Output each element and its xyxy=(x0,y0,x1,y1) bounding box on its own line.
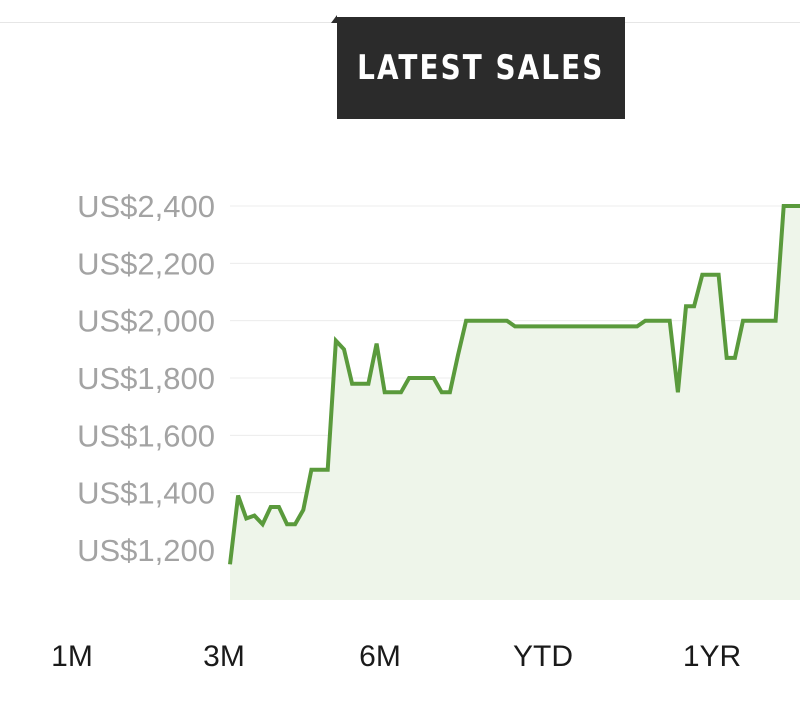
tab-1m[interactable]: 1M xyxy=(51,640,93,673)
tab-1yr[interactable]: 1YR xyxy=(682,640,742,673)
y-tick-label: US$1,400 xyxy=(77,476,215,511)
y-tick-label: US$2,200 xyxy=(77,246,215,281)
chart-title-badge: LATEST SALES xyxy=(331,15,625,119)
badge-notch xyxy=(331,15,337,23)
tab-ytd[interactable]: YTD xyxy=(513,640,573,673)
sales-line xyxy=(228,204,800,565)
tab-3m[interactable]: 3M xyxy=(203,640,245,673)
y-tick-label: US$2,000 xyxy=(77,304,215,339)
y-tick-label: US$2,400 xyxy=(77,189,215,224)
time-range-tabs: 1M 3M 6M YTD 1YR xyxy=(0,640,800,690)
y-tick-label: US$1,200 xyxy=(77,533,215,568)
chart-title: LATEST SALES xyxy=(357,48,605,88)
y-tick-label: US$1,800 xyxy=(77,361,215,396)
sales-area-fill xyxy=(230,206,800,600)
y-axis-labels: US$1,200 US$1,400 US$1,600 US$1,800 US$2,000… xyxy=(77,189,215,568)
y-tick-label: US$1,600 xyxy=(77,418,215,453)
tab-6m[interactable]: 6M xyxy=(359,640,401,673)
